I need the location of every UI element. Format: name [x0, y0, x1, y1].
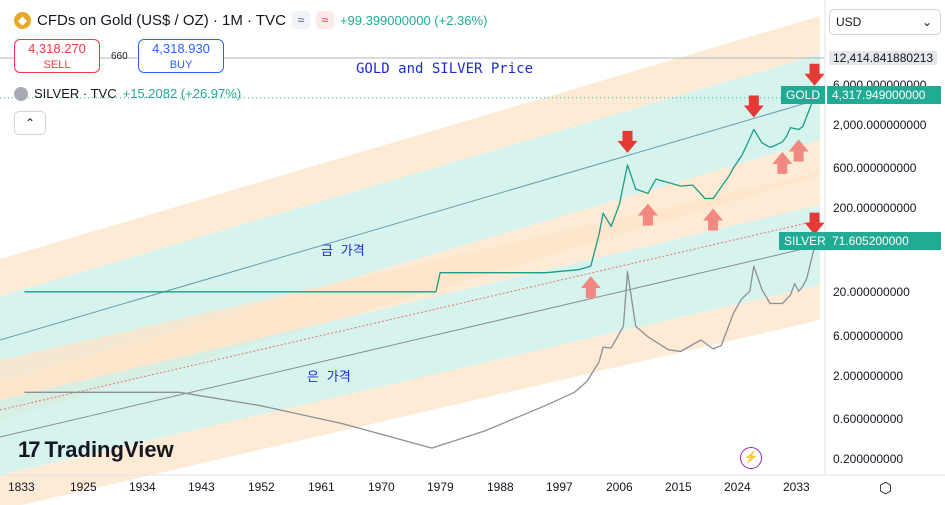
gold-price-tag: 4,317.949000000	[827, 86, 941, 104]
gold-name-tag: GOLD	[781, 86, 826, 104]
silver-channel-upper-band	[0, 172, 820, 400]
y-tick-label: 0.600000000	[833, 412, 904, 427]
up-arrow-marker-2	[703, 208, 724, 231]
series-line-silver	[24, 246, 816, 449]
regression-channels	[0, 16, 821, 505]
gridlines	[0, 57, 825, 99]
buy-price: 4,318.930	[152, 41, 210, 56]
arrow-markers	[580, 63, 825, 299]
series-line-gold	[24, 97, 816, 293]
gold-channel-mid-upper	[0, 54, 820, 340]
currency-select[interactable]: USD ⌄	[829, 9, 941, 35]
silver-price-tag: 71.605200000	[827, 232, 941, 250]
x-tick-label: 1934	[129, 480, 156, 494]
settings-icon[interactable]: ⬡	[879, 480, 893, 497]
y-tick-label: 20.000000000	[833, 285, 910, 300]
tradingview-mark-icon: 17	[18, 437, 41, 462]
silver-legend-label: SILVER · TVC	[34, 86, 117, 101]
gold-channel-mid-lower	[0, 99, 820, 382]
up-arrow-marker-5	[788, 139, 809, 162]
y-tick-label: 2.000000000	[833, 368, 904, 383]
x-tick-label: 1979	[427, 480, 454, 494]
series-layer	[24, 97, 816, 449]
eye-icon[interactable]: ≈	[291, 11, 310, 29]
sell-label: SELL	[43, 59, 71, 71]
gold-channel-upper-band	[0, 16, 820, 296]
x-tick-label: 2015	[665, 480, 692, 494]
x-tick-label: 2033	[783, 480, 810, 494]
x-tick-label: 1970	[368, 480, 395, 494]
buy-label: BUY	[169, 59, 193, 71]
silver-change: +15.2082 (+26.97%)	[122, 86, 242, 101]
x-tick-label: 1925	[70, 480, 97, 494]
y-tick-label: 0.200000000	[833, 452, 904, 467]
y-tick-label: 6.000000000	[833, 328, 904, 343]
symbol-header: ◆ CFDs on Gold (US$ / OZ) · 1M · TVC ≈ ≈…	[14, 9, 487, 31]
silver-price-annotation: 은 가격	[307, 370, 351, 385]
x-tick-label: 1952	[248, 480, 275, 494]
x-tick-label: 2006	[606, 480, 633, 494]
x-tick-label: 1943	[188, 480, 215, 494]
symbol-title[interactable]: CFDs on Gold (US$ / OZ) · 1M · TVC	[37, 11, 286, 29]
x-tick-label: 1833	[8, 480, 35, 494]
x-tick-label: 1997	[546, 480, 573, 494]
y-tick-label: 12,414.841880213	[829, 51, 938, 66]
x-tick-label: 1988	[487, 480, 514, 494]
chart-title: GOLD and SILVER Price	[356, 61, 534, 77]
price-change: +99.399000000 (+2.36%)	[339, 12, 488, 28]
up-arrow-marker-1	[637, 203, 658, 226]
silver-name-tag: SILVER	[779, 232, 831, 250]
y-tick-label: 600.000000000	[833, 161, 917, 176]
y-tick-label: 200.000000000	[833, 201, 917, 216]
silver-legend[interactable]: SILVER · TVC +15.2082 (+26.97%)	[14, 86, 241, 101]
x-tick-label: 2024	[724, 480, 751, 494]
currency-value: USD	[836, 15, 862, 29]
sell-price: 4,318.270	[28, 41, 86, 56]
gold-price-annotation: 금 가격	[321, 244, 365, 259]
chevron-down-icon: ⌄	[921, 15, 932, 29]
tradingview-logo[interactable]: 17 TradingView	[18, 437, 174, 463]
gold-channel-midline	[0, 98, 821, 341]
silver-channel-midline	[0, 244, 821, 438]
silver-channel-mid-upper	[0, 205, 820, 437]
up-arrow-marker-4	[772, 151, 793, 174]
down-arrow-marker-6	[804, 63, 825, 86]
up-arrow-marker-7	[580, 276, 601, 299]
gold-coin-icon: ◆	[14, 11, 31, 29]
silver-channel-mid-lower	[0, 245, 820, 475]
down-arrow-marker-3	[743, 95, 764, 118]
silver-coin-icon	[14, 86, 28, 101]
x-tick-label: 1961	[308, 480, 335, 494]
down-arrow-marker-8	[804, 212, 825, 235]
brand-name: TradingView	[44, 437, 174, 462]
down-arrow-marker-0	[617, 130, 638, 153]
y-tick-label: 2,000.000000000	[833, 117, 927, 132]
spread-value: 660	[111, 51, 128, 62]
lightning-icon[interactable]: ⚡	[740, 447, 762, 469]
buy-button[interactable]: 4,318.930 BUY	[138, 39, 224, 73]
chevron-up-icon[interactable]: ⌃	[14, 111, 46, 135]
sell-button[interactable]: 4,318.270 SELL	[14, 39, 100, 73]
trend-dotted-line	[0, 219, 821, 411]
wave-icon[interactable]: ≈	[315, 11, 334, 29]
